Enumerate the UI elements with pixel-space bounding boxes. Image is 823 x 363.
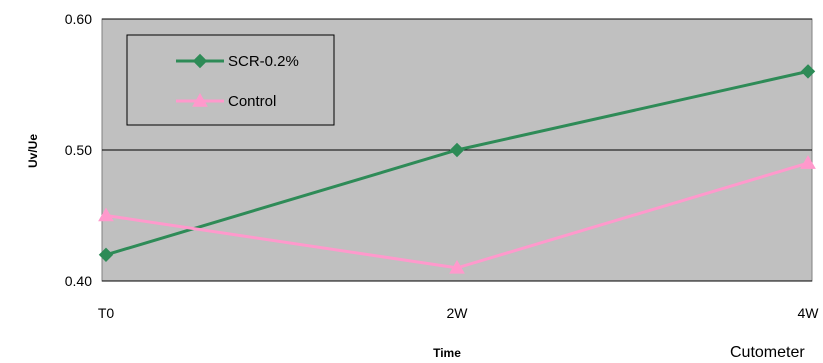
x-axis-ticks: T0 2W 4W: [98, 305, 819, 321]
x-tick-label: T0: [98, 305, 115, 321]
legend: SCR-0.2% Control: [126, 34, 335, 126]
legend-marker: [192, 53, 208, 69]
x-tick-label: 4W: [798, 305, 820, 321]
chart-caption: Cutometer: [730, 344, 805, 361]
y-tick-label: 0.50: [65, 142, 92, 158]
x-tick-label: 2W: [447, 305, 469, 321]
series-layer: [98, 64, 816, 274]
data-point: [449, 259, 465, 274]
legend-box: [126, 34, 335, 126]
x-axis-title: Time: [433, 346, 461, 360]
y-axis-ticks: 0.40 0.50 0.60: [65, 11, 92, 289]
legend-label: Control: [228, 93, 276, 110]
series-1: [98, 155, 816, 274]
data-point: [449, 142, 465, 158]
data-point: [800, 64, 816, 79]
legend-item: Control: [176, 92, 276, 110]
legend-label: SCR-0.2%: [228, 53, 299, 70]
y-axis-title: Uv/Ue: [26, 134, 40, 168]
data-point: [98, 247, 114, 263]
legend-marker: [192, 92, 208, 107]
series-0: [98, 64, 816, 263]
legend-item: SCR-0.2%: [176, 53, 299, 70]
legend-items: SCR-0.2% Control: [176, 53, 299, 110]
y-tick-label: 0.60: [65, 11, 92, 27]
data-point: [800, 155, 816, 169]
y-tick-label: 0.40: [65, 273, 92, 289]
data-point: [98, 207, 114, 222]
